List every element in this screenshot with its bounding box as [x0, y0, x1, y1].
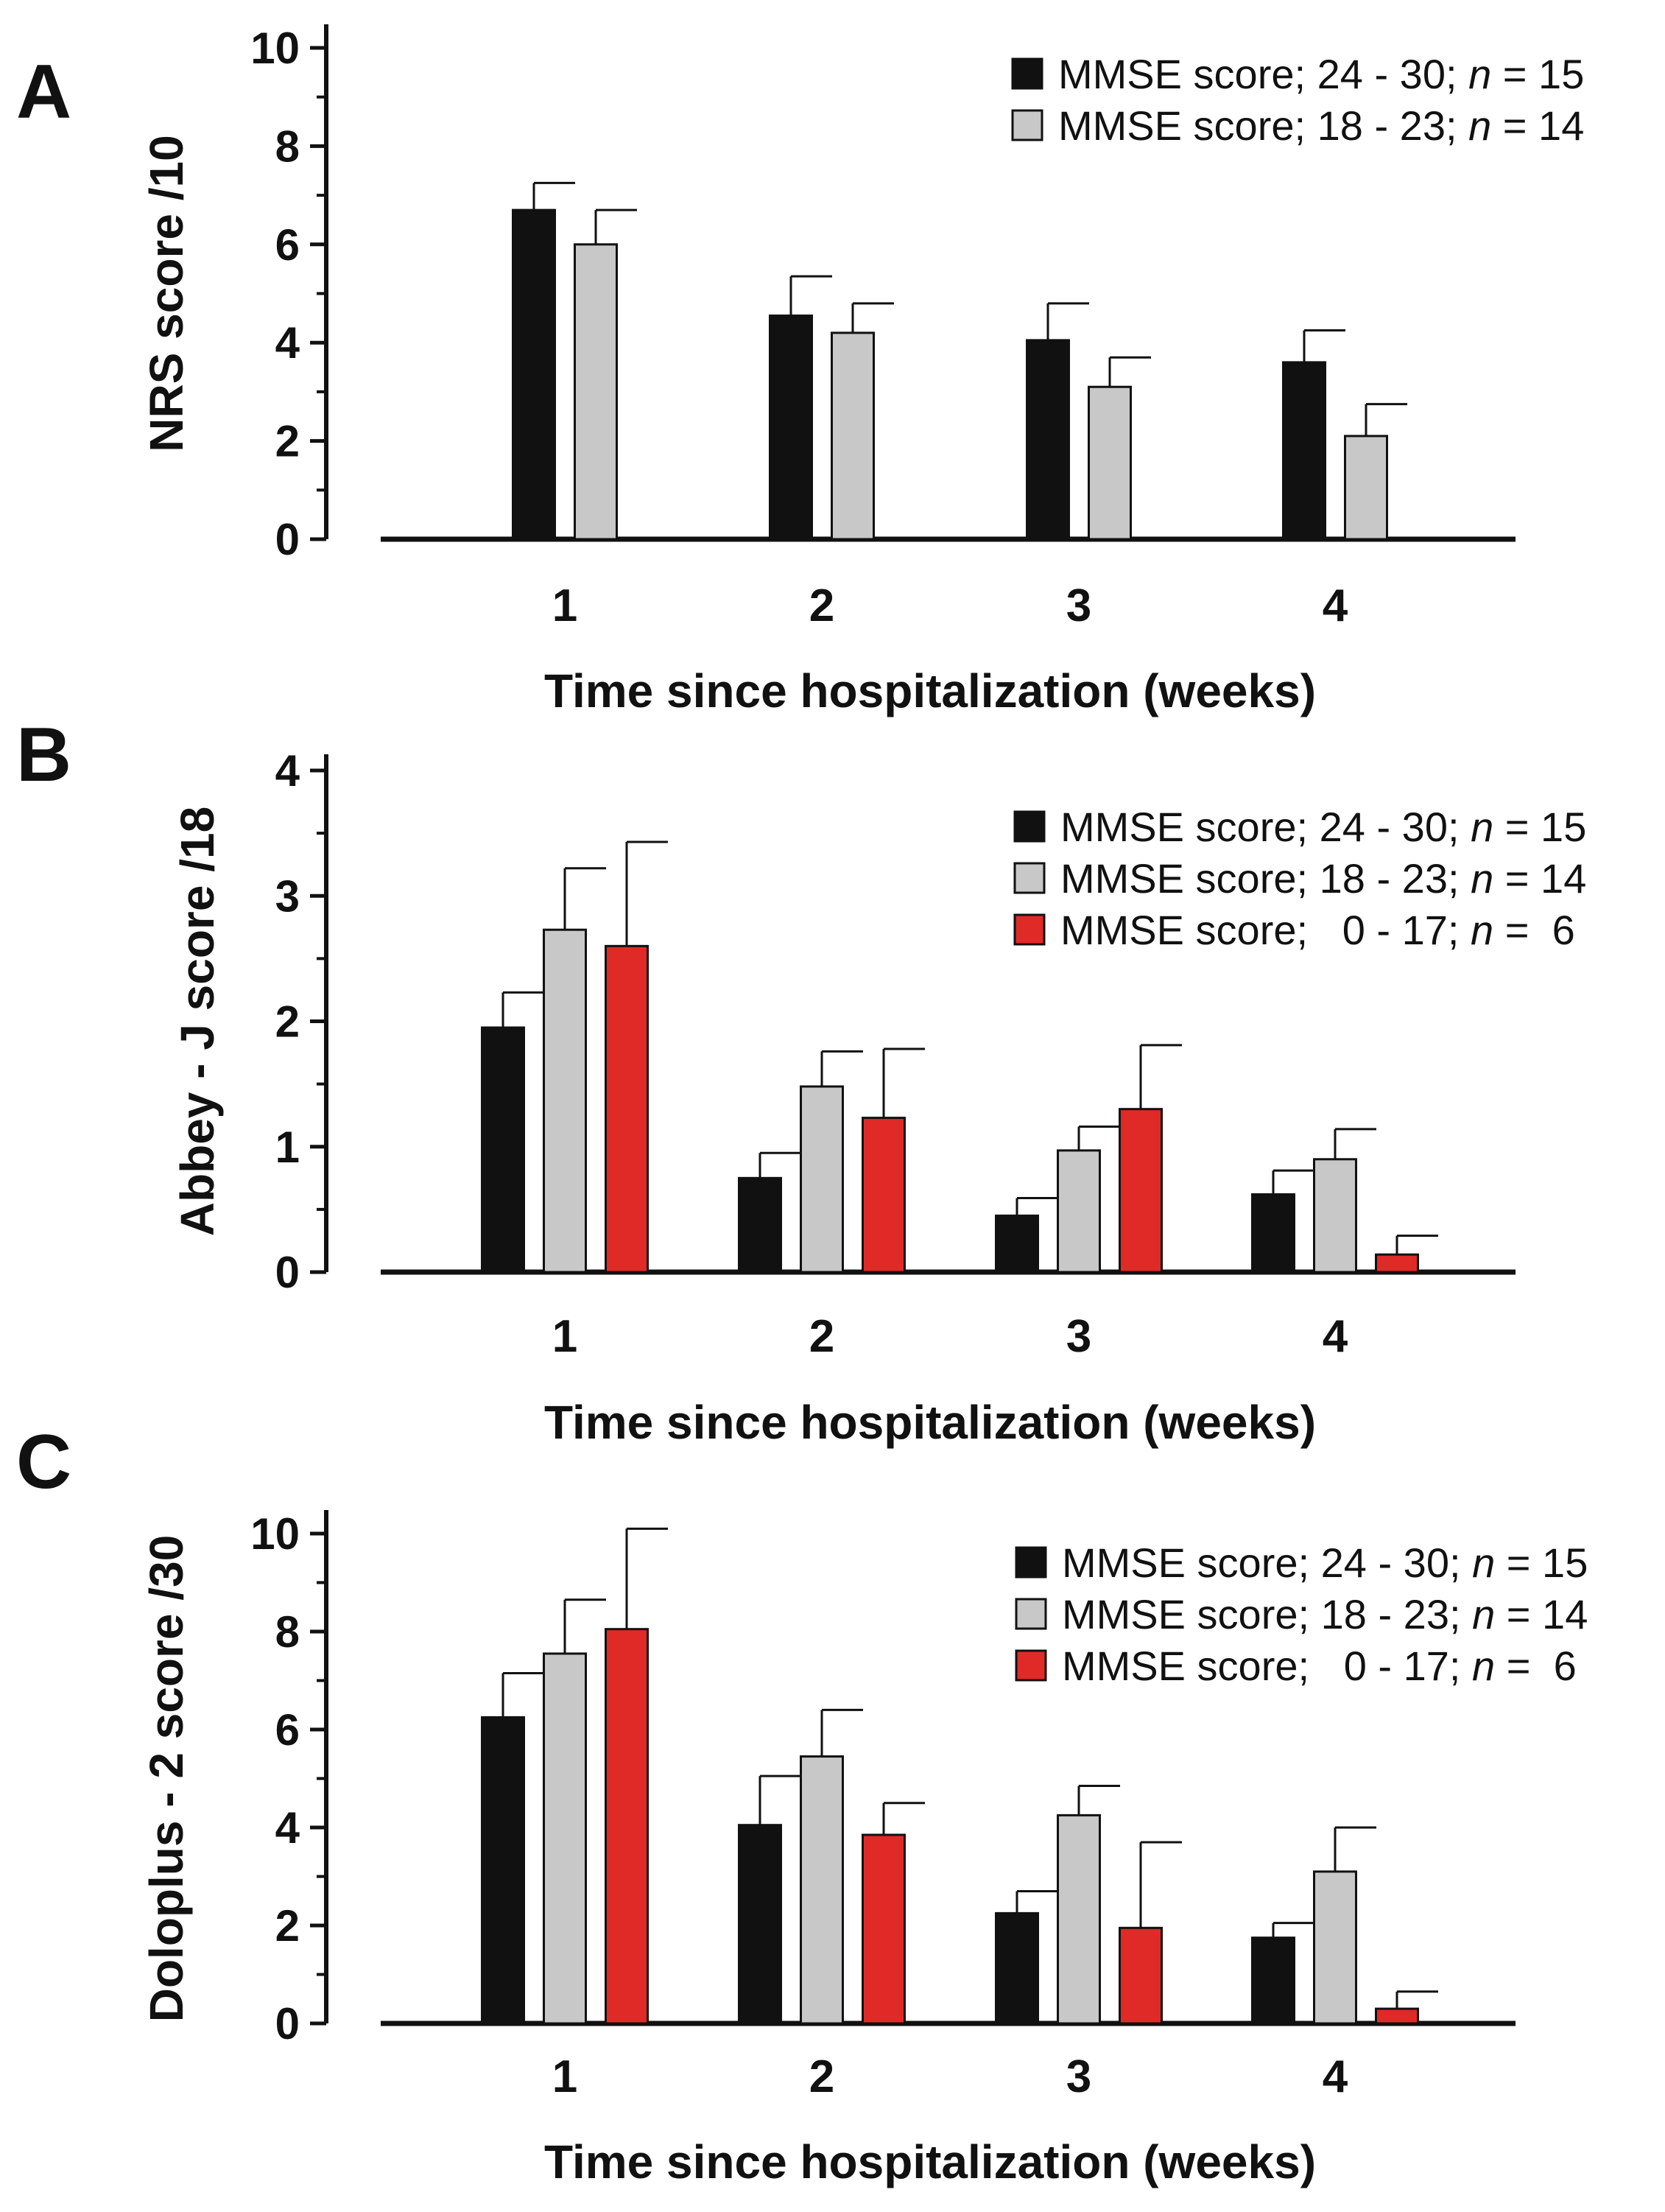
- bar: [862, 1117, 906, 1274]
- bar: [543, 1652, 587, 2025]
- bar: [1344, 435, 1388, 541]
- y-tick-label: 0: [275, 1248, 300, 1297]
- x-tick-label: 1: [552, 580, 577, 631]
- bar: [1282, 361, 1326, 541]
- y-tick-label: 10: [250, 1509, 300, 1559]
- y-tick-label: 0: [275, 515, 300, 564]
- x-tick-label: 1: [552, 1311, 577, 1362]
- legend-swatch: [1015, 1598, 1047, 1630]
- y-tick-label: 8: [275, 122, 300, 171]
- legend-swatch: [1015, 1546, 1047, 1579]
- bar: [1088, 385, 1132, 541]
- x-axis-title: Time since hospitalization (weeks): [544, 1396, 1316, 1449]
- y-tick-label: 2: [275, 1901, 300, 1951]
- y-tick-label: 3: [275, 871, 300, 921]
- legend-label: MMSE score; 18 - 23; n = 14: [1062, 1591, 1588, 1637]
- bar: [574, 243, 618, 541]
- x-tick-label: 2: [809, 580, 834, 631]
- bar: [1375, 2007, 1419, 2025]
- bar: [1375, 1253, 1419, 1274]
- legend-label: MMSE score; 18 - 23; n = 14: [1060, 855, 1586, 902]
- y-tick-label: 6: [275, 220, 300, 270]
- bar: [1026, 339, 1070, 541]
- y-tick-label: 4: [275, 746, 300, 796]
- x-tick-label: 1: [552, 2051, 577, 2102]
- legend-label: MMSE score; 0 - 17; n = 6: [1060, 907, 1575, 953]
- y-tick-label: 4: [275, 318, 300, 368]
- panel-letter: C: [16, 1419, 71, 1505]
- panel-letter: A: [16, 49, 71, 135]
- bar: [831, 331, 875, 541]
- y-tick-label: 6: [275, 1705, 300, 1755]
- y-axis-title: Abbey - J score /18: [171, 807, 224, 1236]
- legend-swatch: [1015, 1649, 1047, 1682]
- legend-label: MMSE score; 24 - 30; n = 15: [1060, 804, 1586, 850]
- x-axis-title: Time since hospitalization (weeks): [544, 664, 1316, 717]
- bar: [1251, 1937, 1295, 2025]
- x-tick-label: 4: [1323, 580, 1348, 631]
- bar: [512, 208, 556, 541]
- y-tick-label: 2: [275, 417, 300, 466]
- bar: [769, 315, 813, 541]
- y-axis-title: Doloplus - 2 score /30: [140, 1535, 193, 2023]
- bar: [605, 944, 649, 1274]
- x-tick-label: 4: [1323, 2051, 1348, 2102]
- bar: [1119, 1926, 1163, 2025]
- x-tick-label: 3: [1066, 1311, 1091, 1362]
- x-axis-title: Time since hospitalization (weeks): [544, 2135, 1316, 2188]
- y-tick-label: 2: [275, 997, 300, 1047]
- bar: [1057, 1814, 1101, 2025]
- y-tick-label: 1: [275, 1123, 300, 1172]
- bar: [1057, 1149, 1101, 1274]
- bar: [481, 1026, 525, 1274]
- legend-swatch: [1011, 109, 1043, 141]
- legend-swatch: [1011, 57, 1043, 90]
- legend-label: MMSE score; 24 - 30; n = 15: [1062, 1539, 1588, 1586]
- legend-swatch: [1013, 913, 1046, 946]
- bar: [605, 1628, 649, 2025]
- legend-label: MMSE score; 0 - 17; n = 6: [1062, 1643, 1577, 1689]
- panel-letter: B: [16, 712, 71, 798]
- y-tick-label: 0: [275, 1999, 300, 2048]
- legend-label: MMSE score; 24 - 30; n = 15: [1058, 51, 1584, 97]
- bar: [995, 1214, 1039, 1274]
- bar: [1119, 1108, 1163, 1274]
- legend-label: MMSE score; 18 - 23; n = 14: [1058, 102, 1584, 149]
- y-tick-label: 10: [250, 24, 300, 73]
- y-axis-title: NRS score /10: [140, 135, 193, 452]
- x-tick-label: 2: [809, 1311, 834, 1362]
- y-tick-label: 4: [275, 1803, 300, 1853]
- x-tick-label: 4: [1323, 1311, 1348, 1362]
- bar: [738, 1176, 782, 1274]
- bar: [543, 928, 587, 1274]
- bar: [862, 1833, 906, 2025]
- bar: [800, 1085, 844, 1274]
- bar: [1251, 1193, 1295, 1274]
- legend-swatch: [1013, 810, 1046, 843]
- bar: [1313, 1158, 1357, 1274]
- x-tick-label: 3: [1066, 580, 1091, 631]
- legend-swatch: [1013, 862, 1046, 894]
- bar: [738, 1824, 782, 2025]
- y-tick-label: 8: [275, 1607, 300, 1657]
- bar: [800, 1755, 844, 2025]
- bar: [1313, 1870, 1357, 2025]
- bar: [481, 1716, 525, 2025]
- x-tick-label: 3: [1066, 2051, 1091, 2102]
- bar: [995, 1911, 1039, 2025]
- x-tick-label: 2: [809, 2051, 834, 2102]
